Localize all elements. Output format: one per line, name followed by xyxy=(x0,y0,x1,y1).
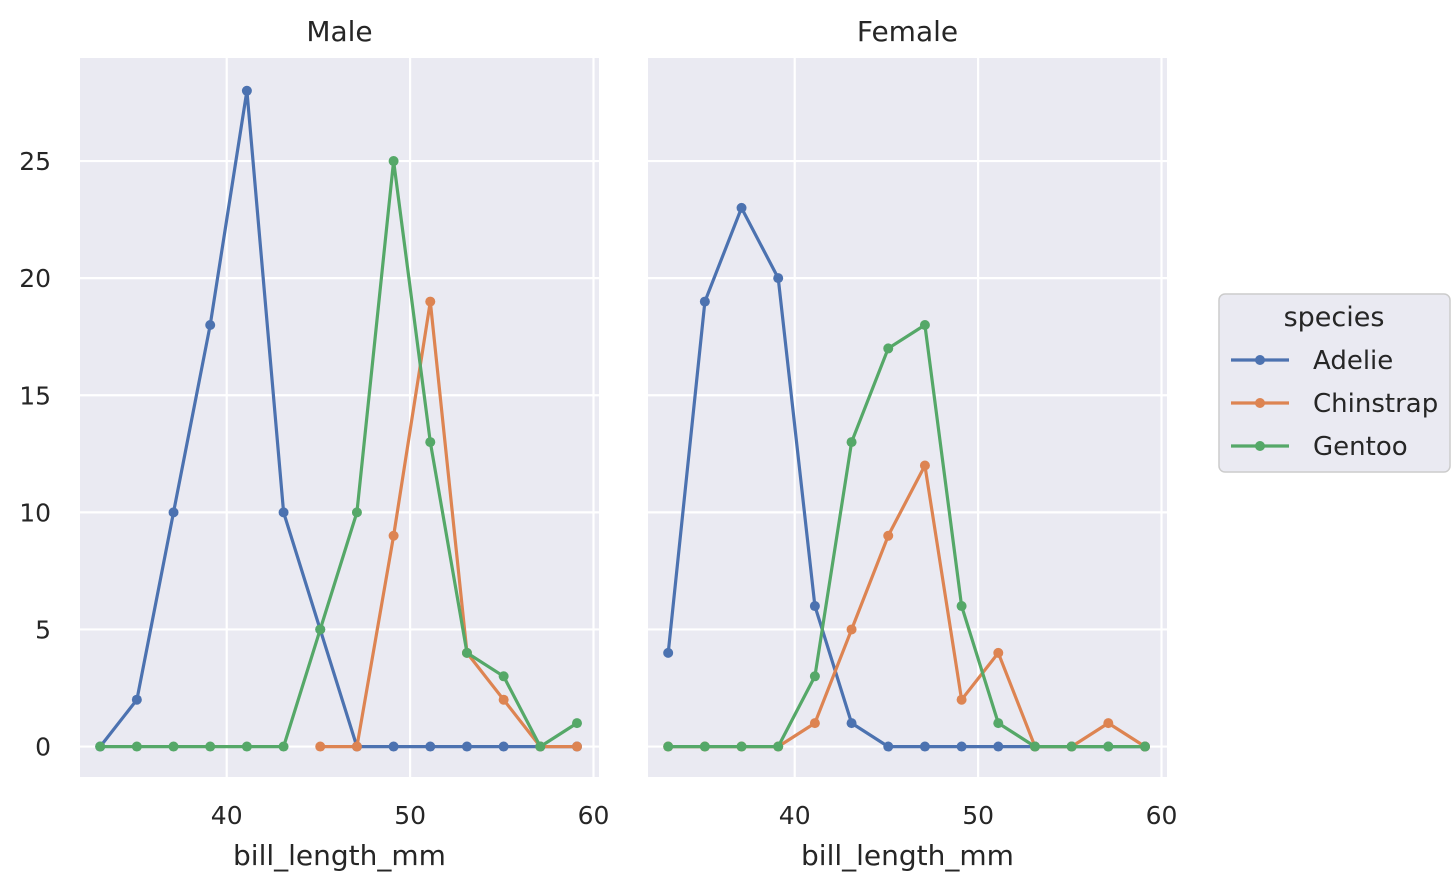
data-point-gentoo xyxy=(278,741,289,752)
data-point-adelie xyxy=(919,741,930,752)
data-point-adelie xyxy=(663,647,674,658)
data-point-gentoo xyxy=(699,741,710,752)
data-point-gentoo xyxy=(1029,741,1040,752)
data-point-gentoo xyxy=(846,437,857,448)
data-point-chinstrap xyxy=(571,741,582,752)
x-tick-label: 40 xyxy=(779,801,811,830)
data-point-adelie xyxy=(883,741,894,752)
data-point-chinstrap xyxy=(498,694,509,705)
x-tick-label: 50 xyxy=(962,801,994,830)
data-point-gentoo xyxy=(571,718,582,729)
data-point-chinstrap xyxy=(809,718,820,729)
legend-marker-chinstrap xyxy=(1255,398,1265,408)
data-point-chinstrap xyxy=(883,530,894,541)
data-point-gentoo xyxy=(131,741,142,752)
data-point-gentoo xyxy=(919,319,930,330)
legend-label-adelie: Adelie xyxy=(1313,346,1393,376)
data-point-chinstrap xyxy=(956,694,967,705)
legend-label-gentoo: Gentoo xyxy=(1313,432,1408,462)
facet-panel-male: 40 50 60 0 5 10 15 20 25 Male bill_length_mm xyxy=(19,15,609,872)
y-tick-label: 10 xyxy=(19,498,51,527)
data-point-adelie xyxy=(168,507,179,518)
x-tick-label: 60 xyxy=(578,801,610,830)
series-line-adelie xyxy=(98,89,577,749)
data-point-gentoo xyxy=(535,741,546,752)
data-point-chinstrap xyxy=(425,296,436,307)
data-point-adelie xyxy=(461,741,472,752)
panel-title: Male xyxy=(306,15,372,48)
y-tick-label: 25 xyxy=(19,147,51,176)
data-point-gentoo xyxy=(168,741,179,752)
y-tick-label: 15 xyxy=(19,381,51,410)
x-axis-label: bill_length_mm xyxy=(233,839,446,872)
series-line-gentoo xyxy=(668,323,1145,749)
data-point-adelie xyxy=(131,694,142,705)
x-tick-label: 60 xyxy=(1146,801,1178,830)
data-point-gentoo xyxy=(1139,741,1150,752)
data-point-adelie xyxy=(993,741,1004,752)
data-point-adelie xyxy=(205,319,216,330)
data-point-gentoo xyxy=(315,624,326,635)
data-point-adelie xyxy=(773,273,784,284)
data-point-gentoo xyxy=(663,741,674,752)
data-point-adelie xyxy=(388,741,399,752)
data-point-gentoo xyxy=(773,741,784,752)
plot-area-background xyxy=(648,58,1167,777)
data-point-chinstrap xyxy=(919,460,930,471)
x-tick-label: 40 xyxy=(211,801,243,830)
data-point-adelie xyxy=(498,741,509,752)
plot-area-background xyxy=(80,58,599,777)
data-point-chinstrap xyxy=(315,741,326,752)
data-point-adelie xyxy=(846,718,857,729)
y-tick-label: 5 xyxy=(35,615,51,644)
data-point-gentoo xyxy=(809,671,820,682)
data-point-gentoo xyxy=(883,343,894,354)
data-point-chinstrap xyxy=(1103,718,1114,729)
data-point-gentoo xyxy=(205,741,216,752)
data-point-adelie xyxy=(278,507,289,518)
data-point-gentoo xyxy=(388,156,399,167)
data-point-adelie xyxy=(736,202,747,213)
data-point-gentoo xyxy=(956,601,967,612)
legend-marker-adelie xyxy=(1255,355,1265,365)
data-point-chinstrap xyxy=(351,741,362,752)
data-point-adelie xyxy=(809,601,820,612)
data-point-chinstrap xyxy=(388,530,399,541)
data-point-adelie xyxy=(241,85,252,96)
legend-box xyxy=(1218,293,1451,473)
data-point-gentoo xyxy=(498,671,509,682)
x-axis-label: bill_length_mm xyxy=(801,839,1014,872)
legend: species Adelie Chinstrap Gentoo xyxy=(1218,293,1451,473)
legend-marker-gentoo xyxy=(1255,441,1265,451)
data-point-adelie xyxy=(956,741,967,752)
data-point-adelie xyxy=(425,741,436,752)
data-point-chinstrap xyxy=(993,647,1004,658)
legend-title: species xyxy=(1284,302,1385,333)
facet-panel-female: 40 50 60 Female bill_length_mm xyxy=(648,15,1177,872)
y-tick-label: 0 xyxy=(35,733,51,762)
x-tick-label: 50 xyxy=(394,801,426,830)
y-tick-label: 20 xyxy=(19,264,51,293)
data-point-gentoo xyxy=(1103,741,1114,752)
data-point-gentoo xyxy=(736,741,747,752)
legend-label-chinstrap: Chinstrap xyxy=(1313,389,1438,419)
data-point-gentoo xyxy=(351,507,362,518)
data-point-chinstrap xyxy=(846,624,857,635)
series-line-gentoo xyxy=(100,159,578,749)
panel-title: Female xyxy=(857,15,958,48)
data-point-gentoo xyxy=(241,741,252,752)
data-point-gentoo xyxy=(461,647,472,658)
data-point-gentoo xyxy=(425,437,436,448)
series-line-chinstrap xyxy=(320,300,577,749)
data-point-gentoo xyxy=(993,718,1004,729)
data-point-gentoo xyxy=(95,741,106,752)
data-point-gentoo xyxy=(1066,741,1077,752)
data-point-adelie xyxy=(699,296,710,307)
